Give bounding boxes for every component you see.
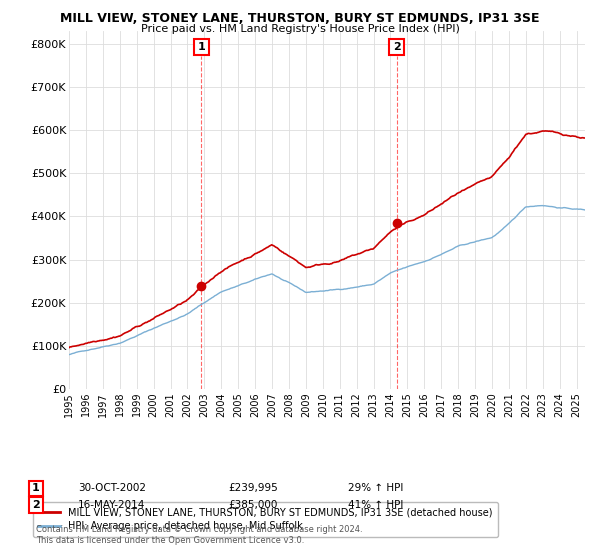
Text: 41% ↑ HPI: 41% ↑ HPI — [348, 500, 403, 510]
Text: 1: 1 — [32, 483, 40, 493]
Text: Contains HM Land Registry data © Crown copyright and database right 2024.
This d: Contains HM Land Registry data © Crown c… — [36, 525, 362, 545]
Text: Price paid vs. HM Land Registry's House Price Index (HPI): Price paid vs. HM Land Registry's House … — [140, 24, 460, 34]
Text: 16-MAY-2014: 16-MAY-2014 — [78, 500, 145, 510]
Text: £239,995: £239,995 — [228, 483, 278, 493]
Text: 2: 2 — [393, 42, 401, 52]
Legend: MILL VIEW, STONEY LANE, THURSTON, BURY ST EDMUNDS, IP31 3SE (detached house), HP: MILL VIEW, STONEY LANE, THURSTON, BURY S… — [32, 502, 498, 537]
Text: 29% ↑ HPI: 29% ↑ HPI — [348, 483, 403, 493]
Text: 30-OCT-2002: 30-OCT-2002 — [78, 483, 146, 493]
Text: £385,000: £385,000 — [228, 500, 277, 510]
Text: 1: 1 — [197, 42, 205, 52]
Text: MILL VIEW, STONEY LANE, THURSTON, BURY ST EDMUNDS, IP31 3SE: MILL VIEW, STONEY LANE, THURSTON, BURY S… — [60, 12, 540, 25]
Text: 2: 2 — [32, 500, 40, 510]
